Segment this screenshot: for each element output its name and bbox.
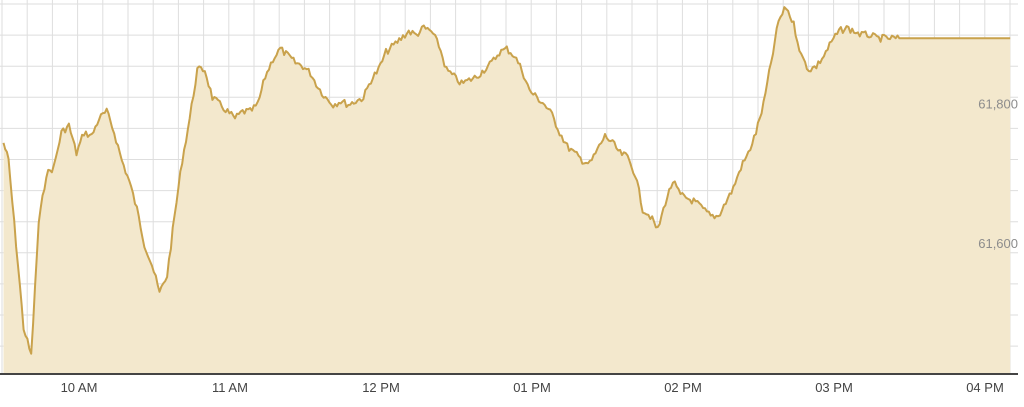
x-axis-labels: 10 AM 11 AM 12 PM 01 PM 02 PM 03 PM 04 PM [61, 380, 1004, 395]
x-tick-label: 11 AM [212, 380, 248, 395]
x-tick-label: 02 PM [664, 380, 702, 395]
price-area-fill [3, 7, 1011, 373]
x-tick-label: 01 PM [513, 380, 551, 395]
y-axis-labels: 61,800 61,600 [978, 97, 1018, 251]
x-tick-label: 04 PM [966, 380, 1004, 395]
x-tick-label: 10 AM [61, 380, 98, 395]
price-line [2, 6, 1011, 355]
y-tick-label: 61,800 [978, 97, 1018, 112]
x-tick-label: 03 PM [815, 380, 853, 395]
y-tick-label: 61,600 [978, 236, 1018, 251]
x-tick-label: 12 PM [362, 380, 400, 395]
